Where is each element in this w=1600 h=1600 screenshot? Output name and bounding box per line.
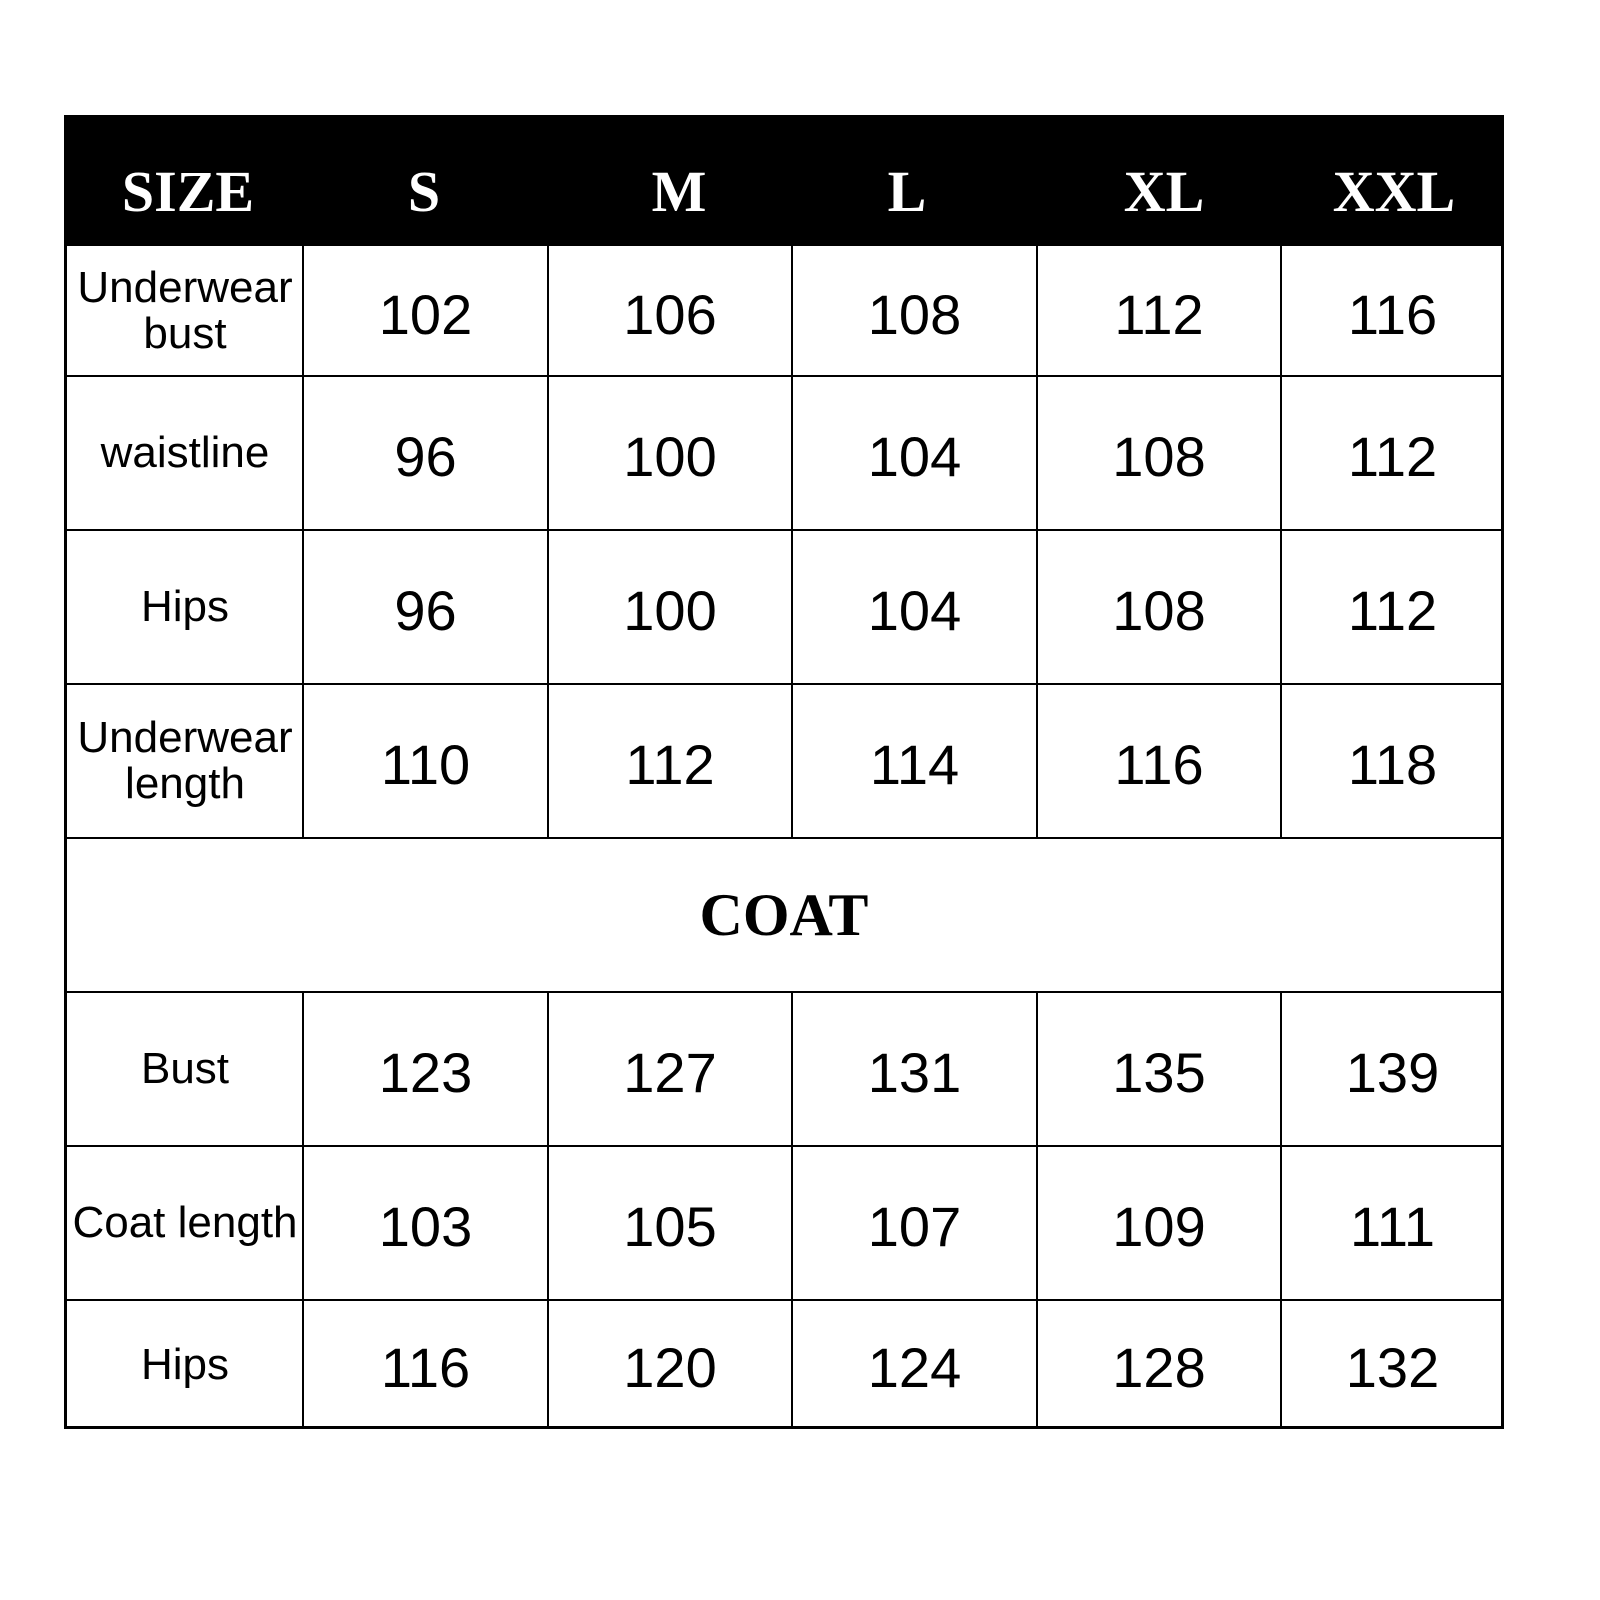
grid-line [302,1300,304,1429]
section-title-coat: COAT [699,881,869,948]
row-label: Coat length [72,1198,298,1247]
value-cell: 110 [380,732,471,796]
value-cell: 100 [623,424,717,488]
grid-line [547,1146,549,1300]
header-xl: XL [1123,159,1205,224]
grid-line [1280,684,1282,838]
value-cell: 116 [380,1336,471,1399]
grid-line [302,684,304,838]
grid-line [302,992,304,1146]
value-cell: 116 [1114,732,1204,796]
value-cell: 120 [623,1336,717,1399]
row-label: Bust [140,1044,230,1093]
value-cell: 112 [1347,424,1438,488]
value-cell: 102 [378,282,473,346]
grid-line [791,246,793,376]
value-cell: 105 [623,1194,717,1258]
grid-line [547,246,549,376]
grid-line [1280,246,1282,376]
value-cell: 104 [867,578,962,642]
grid-line [1036,1146,1038,1300]
header-row: SIZE S M L XL XXL [67,118,1501,246]
grid-line [67,1299,1501,1301]
row-label: waistline [100,428,270,477]
value-cell: 108 [867,282,962,346]
header-s: S [407,159,441,224]
grid-line [67,529,1501,531]
grid-line [1280,1300,1282,1429]
value-cell: 106 [623,282,717,346]
value-cell: 112 [1347,578,1438,642]
value-cell: 108 [1112,424,1206,488]
value-cell: 124 [867,1336,962,1399]
value-cell: 118 [1347,732,1438,796]
grid-line [547,992,549,1146]
value-cell: 131 [867,1040,962,1104]
grid-line [302,376,304,530]
grid-line [791,376,793,530]
grid-line [67,1145,1501,1147]
row-label: Underwear length [77,713,293,808]
value-cell: 114 [869,732,960,796]
grid-line [1036,530,1038,684]
header-size: SIZE [121,159,255,224]
grid-line [302,246,304,376]
value-cell: 112 [625,732,715,796]
row-label: Hips [140,1339,230,1389]
grid-line [791,1146,793,1300]
value-cell: 108 [1112,578,1206,642]
value-cell: 111 [1349,1194,1436,1258]
grid-line [1280,530,1282,684]
grid-line [1036,246,1038,376]
row-label: Hips [140,582,230,631]
grid-line [1036,992,1038,1146]
grid-line [1036,1300,1038,1429]
grid-line [67,683,1501,685]
grid-line [547,376,549,530]
grid-line [302,1146,304,1300]
grid-line [791,992,793,1146]
grid-line [791,1300,793,1429]
value-cell: 109 [1112,1194,1206,1258]
value-cell: 96 [394,424,457,488]
size-chart-table: SIZE S M L XL XXL Underwear bust 102 106 108 112 1… [64,115,1504,1429]
row-label: Underwear bust [77,263,293,358]
header-l: L [887,159,927,224]
grid-line [1280,376,1282,530]
value-cell: 123 [378,1040,473,1104]
value-cell: 116 [1347,282,1438,346]
value-cell: 135 [1112,1040,1206,1104]
value-cell: 127 [623,1040,717,1104]
grid-line [791,684,793,838]
header-m: M [651,159,707,224]
value-cell: 104 [867,424,962,488]
grid-line [1036,684,1038,838]
grid-line [67,837,1501,839]
grid-line [1280,1146,1282,1300]
value-cell: 100 [623,578,717,642]
grid-line [547,684,549,838]
grid-line [1280,992,1282,1146]
grid-line [791,530,793,684]
grid-line [547,530,549,684]
grid-line [547,1300,549,1429]
value-cell: 139 [1345,1040,1440,1104]
header-xxl: XXL [1332,159,1456,224]
value-cell: 96 [394,578,457,642]
grid-line [67,991,1501,993]
value-cell: 112 [1114,282,1204,346]
grid-line [67,375,1501,377]
grid-line [302,530,304,684]
value-cell: 132 [1345,1336,1440,1399]
value-cell: 107 [867,1194,962,1258]
grid-line [1036,376,1038,530]
value-cell: 128 [1112,1336,1206,1399]
value-cell: 103 [378,1194,473,1258]
